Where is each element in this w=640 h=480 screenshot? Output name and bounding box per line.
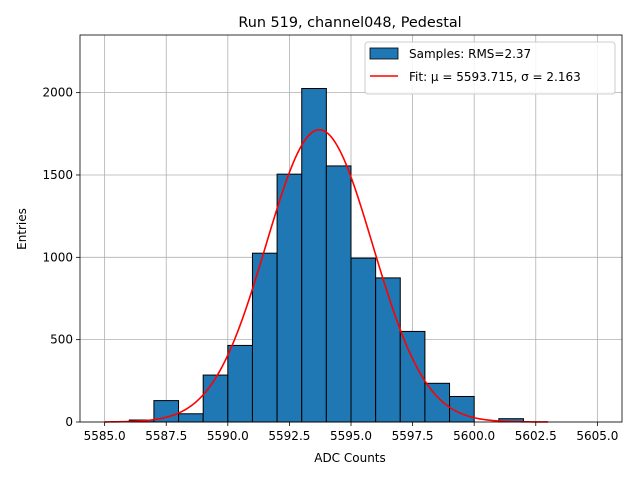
legend-box: [364, 41, 616, 95]
histogram-bar: [424, 382, 451, 423]
chart-title: Run 519, channel048, Pedestal: [238, 15, 461, 31]
histogram-bar: [350, 257, 377, 423]
x-tick-label: 5590.0: [207, 429, 249, 443]
x-axis-label: ADC Counts: [314, 451, 386, 465]
histogram-bar: [301, 88, 327, 423]
x-tick-label: 5600.0: [453, 429, 495, 443]
y-tick-label: 1000: [42, 250, 73, 264]
y-tick-label: 0: [65, 415, 73, 429]
legend-swatch-samples: [369, 47, 399, 60]
x-axis: 5585.0 5587.5 5590.0 5592.5 5595.0 5597.5 5600…: [84, 422, 618, 443]
histogram-bar: [375, 277, 401, 423]
x-tick-label: 5602.5: [515, 429, 557, 443]
y-tick-label: 500: [50, 333, 73, 347]
y-axis-label: Entries: [15, 208, 29, 250]
histogram-bars: [128, 88, 524, 423]
histogram-bar: [202, 374, 229, 423]
histogram-bar: [276, 173, 303, 423]
x-tick-label: 5597.5: [392, 429, 434, 443]
histogram-bar: [227, 344, 253, 423]
x-tick-label: 5605.0: [576, 429, 618, 443]
y-axis: 0 500 1000 1500 2000: [42, 86, 80, 429]
x-tick-label: 5592.5: [268, 429, 310, 443]
x-tick-label: 5595.0: [330, 429, 372, 443]
histogram-bar: [178, 413, 204, 423]
legend: Samples: RMS=2.37 Fit: μ = 5593.715, σ =…: [364, 41, 616, 95]
x-tick-label: 5587.5: [145, 429, 187, 443]
y-tick-label: 1500: [42, 168, 73, 182]
histogram-bar: [399, 330, 426, 423]
y-tick-label: 2000: [42, 86, 73, 100]
legend-label-samples: Samples: RMS=2.37: [409, 47, 531, 61]
x-tick-label: 5585.0: [84, 429, 126, 443]
histogram-bar: [449, 395, 475, 423]
histogram-bar: [325, 165, 352, 423]
fit-curve-line: [104, 128, 549, 423]
fit-curve: [104, 128, 549, 423]
legend-label-fit: Fit: μ = 5593.715, σ = 2.163: [409, 70, 581, 84]
